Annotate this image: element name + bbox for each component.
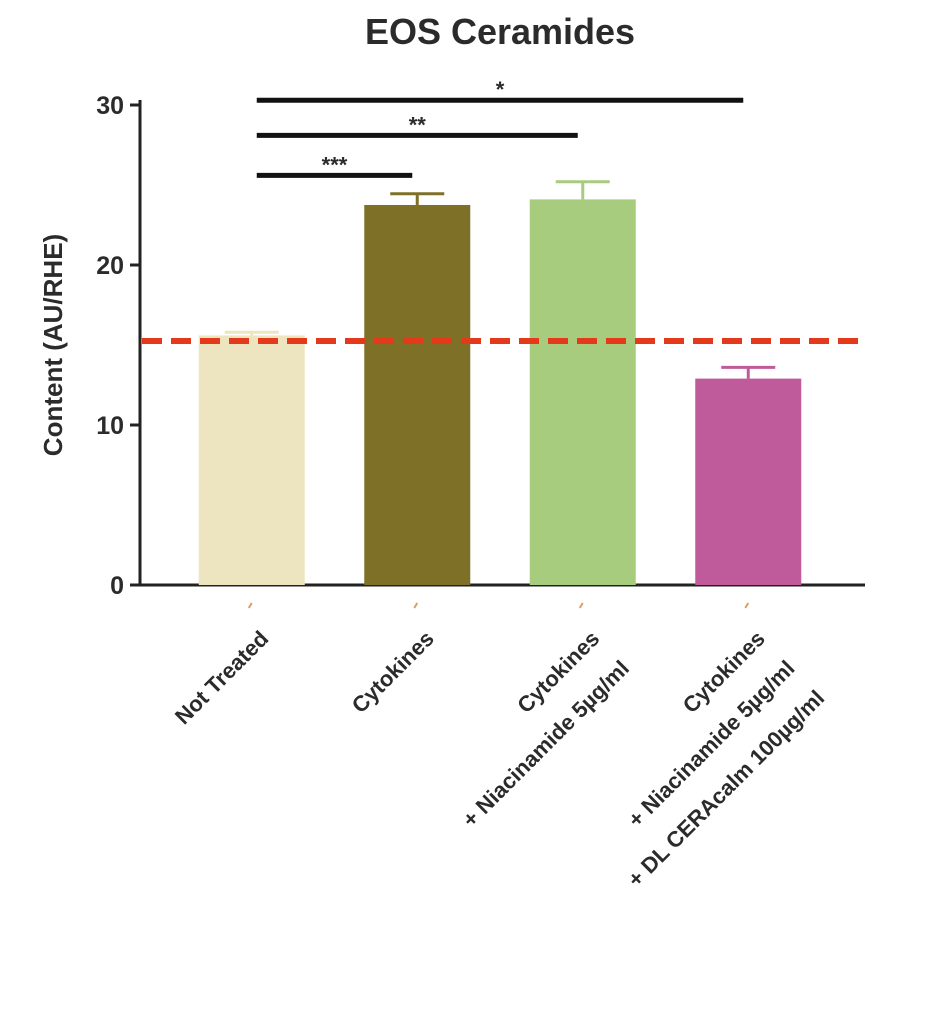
bar [198,335,305,585]
x-tick-label-group: Cytokines [347,626,439,718]
significance-label: *** [322,152,348,177]
y-tick-label: 20 [96,252,124,280]
x-tick-label-group: Cytokines+ Niacinamide 5µg/ml+ DL CERAca… [623,626,830,892]
x-tick [744,602,750,609]
x-tick [578,602,584,609]
y-tick-label: 0 [110,572,124,600]
x-tick-label: Not Treated [170,626,273,729]
bar [364,205,471,585]
y-tick-label: 10 [96,412,124,440]
bar [695,378,802,585]
y-tick-label: 30 [96,92,124,120]
significance-label: ** [409,112,427,137]
significance-label: * [496,77,505,102]
x-tick-label: Cytokines [347,626,439,718]
x-tick [247,602,253,609]
bar [529,199,636,585]
x-tick-label-group: Cytokines+ Niacinamide 5µg/ml [457,626,634,832]
chart-title: EOS Ceramides [365,11,635,52]
x-tick [413,602,419,609]
y-axis-title: Content (AU/RHE) [38,234,68,456]
x-tick-label-group: Not Treated [170,626,273,729]
